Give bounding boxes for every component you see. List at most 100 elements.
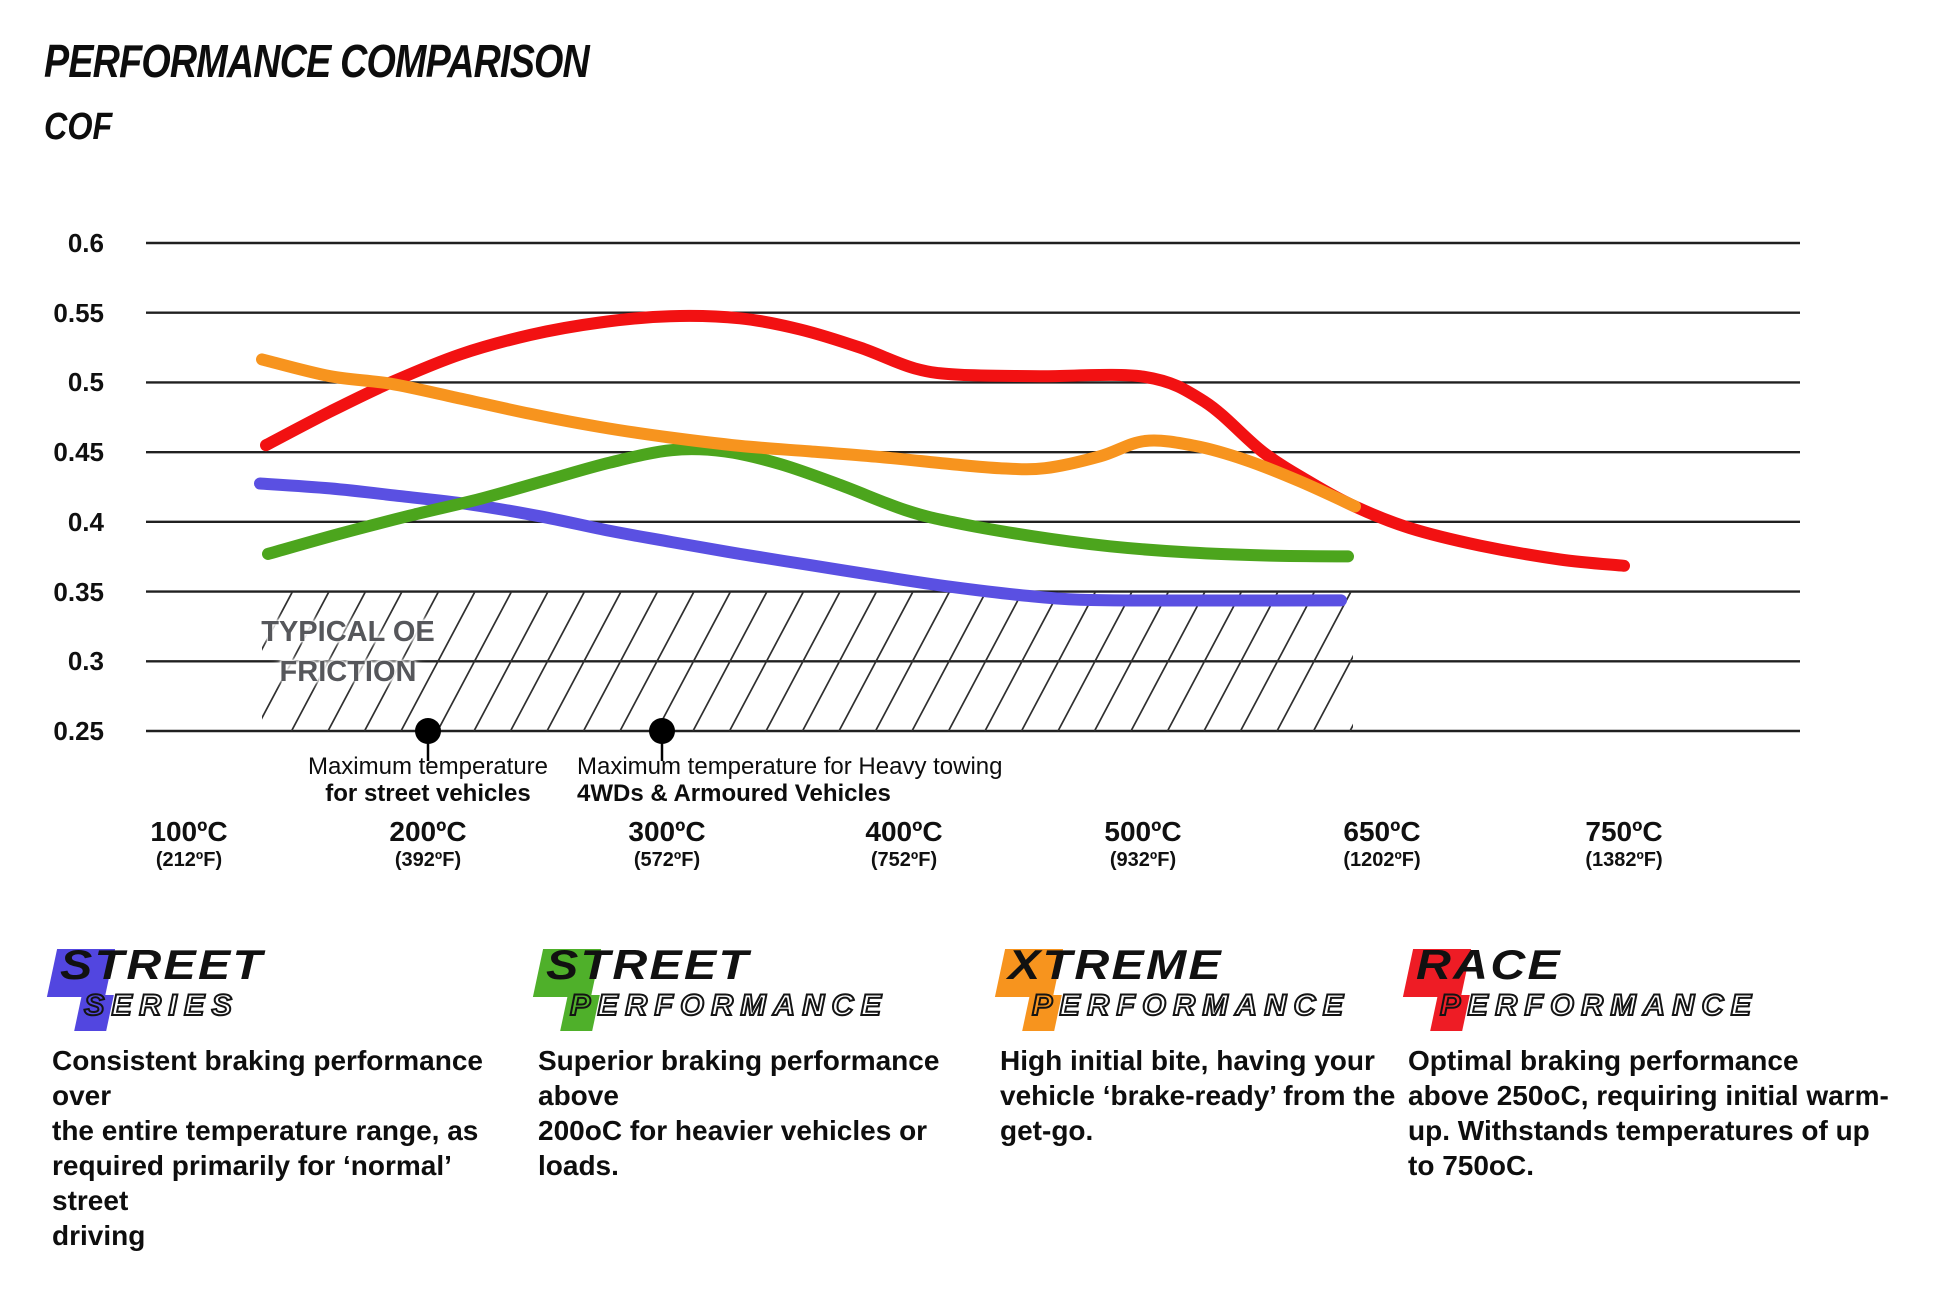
x-tick-celsius: 500ºC [1104, 816, 1182, 847]
legend-description-line: Consistent braking performance over [52, 1045, 483, 1111]
x-tick-fahrenheit: (752ºF) [870, 849, 938, 871]
hatch-line [1166, 591, 1243, 731]
hatch-line [1312, 654, 1353, 731]
legend-description: Consistent braking performance over the e… [52, 1043, 514, 1253]
y-axis-title: COF [44, 106, 113, 148]
hatch-line [509, 591, 586, 731]
x-tick-celsius: 400ºC [865, 816, 943, 847]
logo-main-text: XTREME [1008, 941, 1224, 988]
legend-description-line: driving [52, 1220, 146, 1251]
legend-street-series: STREET SERIES Consistent braking performan… [46, 941, 524, 1251]
annotation-line1: Maximum temperature for Heavy towing [577, 753, 1003, 780]
x-tick-celsius: 100ºC [150, 816, 228, 847]
logo-main-text: STREET [546, 941, 751, 988]
legend-description-line: High initial bite, having your [1000, 1045, 1375, 1076]
y-tick-label: 0.6 [67, 228, 104, 258]
hatch-line [290, 591, 367, 731]
hatch-line [400, 591, 476, 731]
logo-sub-text: SERIES [83, 988, 240, 1023]
x-tick-fahrenheit: (572ºF) [633, 849, 701, 871]
hatch-line [874, 591, 951, 731]
y-tick-label: 0.55 [53, 297, 104, 328]
y-tick-label: 0.4 [67, 506, 104, 537]
x-tick-fahrenheit: (392ºF) [394, 849, 462, 871]
hatch-line [1093, 591, 1170, 731]
series-line-xtreme-performance [256, 353, 1361, 513]
y-tick-label: 0.35 [53, 576, 104, 607]
hatch-line [262, 591, 294, 651]
x-tick-celsius: 750ºC [1585, 816, 1663, 847]
hatch-line [838, 591, 914, 731]
hatch-line [363, 591, 440, 731]
hatch-line [728, 591, 805, 731]
hatch-line [1130, 591, 1206, 731]
logo-main-text: STREET [60, 941, 265, 988]
legend-description-line: vehicle ‘brake-ready’ from the [1000, 1080, 1396, 1111]
hatch-line [1239, 591, 1316, 731]
marker-annotation-2: Maximum temperature for Heavy towing 4WDs… [577, 753, 1047, 807]
typical-oe-friction-band [262, 591, 1353, 731]
legend-description-line: get-go. [1000, 1115, 1094, 1146]
y-tick-label: 0.45 [53, 437, 104, 468]
hatch-line [801, 591, 878, 731]
series-line-street-performance [262, 443, 1354, 563]
legend-xtreme-performance: XTREME PERFORMANCE High initial bite, havi… [994, 941, 1410, 1146]
logo-main-text: RACE [1416, 941, 1563, 988]
hatch-line [1276, 591, 1352, 731]
hatch-line [262, 591, 330, 720]
annotation-line1: Maximum temperature [307, 753, 549, 780]
x-tick-fahrenheit: (212ºF) [155, 849, 223, 871]
legend-description-line: Optimal braking performance [1408, 1045, 1799, 1076]
brand-logo: STREET SERIES [46, 941, 524, 1041]
legend-description: Optimal braking performance above 250oC, … [1408, 1043, 1908, 1183]
typical-oe-friction-label: TYPICAL OE FRICTION [261, 616, 435, 688]
hatch-line [619, 591, 695, 731]
legend-description: High initial bite, having your vehicle ‘b… [1000, 1043, 1400, 1148]
annotation-line2: 4WDs & Armoured Vehicles [577, 780, 891, 807]
hatch-line [765, 591, 841, 731]
hatch-line [327, 591, 403, 731]
hatch-line [947, 591, 1024, 731]
legend-description-line: above 250oC, requiring initial warm- [1408, 1080, 1889, 1111]
x-tick-celsius: 650ºC [1343, 816, 1421, 847]
x-tick-celsius: 200ºC [389, 816, 467, 847]
hatch-line [436, 591, 513, 731]
marker-annotation-1: Maximum temperature for street vehicles [263, 753, 593, 807]
hatch-line [692, 591, 768, 731]
marker-dot [415, 718, 441, 744]
legend-race-performance: RACE PERFORMANCE Optimal braking performan… [1402, 941, 1918, 1181]
series-line-street-series [254, 477, 1347, 607]
hatch-line [1020, 591, 1097, 731]
x-tick-fahrenheit: (932ºF) [1109, 849, 1177, 871]
hatch-line [1203, 591, 1279, 731]
legend-description-line: up. Withstands temperatures of up [1408, 1115, 1870, 1146]
logo-sub-text: PERFORMANCE [1031, 988, 1351, 1023]
page-title: PERFORMANCE COMPARISON [44, 35, 590, 87]
logo-sub-text: PERFORMANCE [1439, 988, 1759, 1023]
brand-logo: XTREME PERFORMANCE [994, 941, 1410, 1041]
hatch-line [473, 591, 549, 731]
hatch-line [984, 591, 1060, 731]
hatch-line [911, 591, 987, 731]
hatch-line [582, 591, 659, 731]
legend-description-line: Superior braking performance above [538, 1045, 940, 1111]
series-line-race-performance [260, 309, 1630, 572]
legend-description-line: the entire temperature range, as [52, 1115, 479, 1146]
legend-description-line: required primarily for ‘normal’ street [52, 1150, 451, 1216]
x-tick-fahrenheit: (1202ºF) [1343, 849, 1421, 871]
hatch-line [1057, 591, 1133, 731]
y-tick-label: 0.3 [67, 646, 104, 677]
x-tick-fahrenheit: (1382ºF) [1585, 849, 1663, 871]
legend-description: Superior braking performance above 200oC … [538, 1043, 988, 1183]
annotation-line2: for street vehicles [325, 780, 531, 807]
brand-logo: RACE PERFORMANCE [1402, 941, 1918, 1041]
legend-street-performance: STREET PERFORMANCE Superior braking perfor… [532, 941, 998, 1181]
hatch-line [546, 591, 622, 731]
hatch-line [655, 591, 732, 731]
legend-description-line: 200oC for heavier vehicles or loads. [538, 1115, 928, 1181]
marker-dot [649, 718, 675, 744]
y-tick-label: 0.25 [53, 716, 104, 746]
logo-sub-text: PERFORMANCE [569, 988, 889, 1023]
